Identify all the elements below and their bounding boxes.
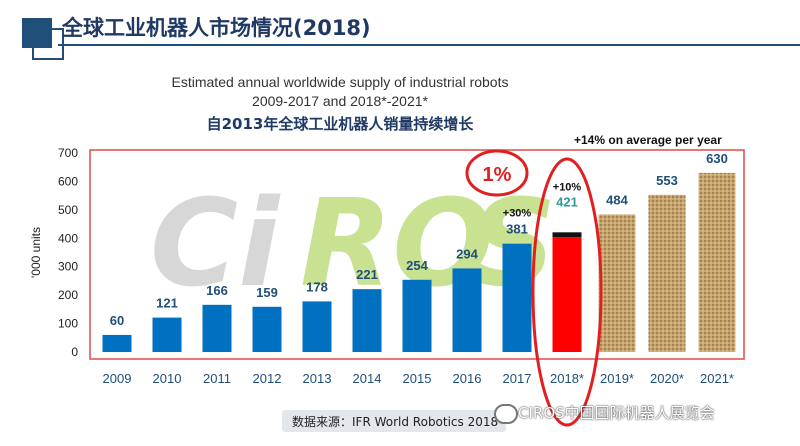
x-tick-label: 2016 bbox=[453, 371, 482, 386]
x-tick-label: 2017 bbox=[503, 371, 532, 386]
data-label: 121 bbox=[156, 296, 178, 311]
x-tick-label: 2015 bbox=[403, 371, 432, 386]
data-label: 178 bbox=[306, 279, 328, 294]
bar-2016 bbox=[452, 268, 482, 352]
data-label: 381 bbox=[506, 222, 528, 237]
y-tick-label: 400 bbox=[58, 231, 78, 245]
bar-2021* bbox=[698, 172, 736, 352]
x-tick-label: 2019* bbox=[600, 371, 634, 386]
growth-2017-label: +30% bbox=[503, 208, 532, 220]
bar-2013 bbox=[302, 301, 332, 352]
x-tick-label: 2014 bbox=[353, 371, 382, 386]
x-tick-label: 2013 bbox=[303, 371, 332, 386]
y-tick-label: 600 bbox=[58, 174, 78, 188]
bar-2012 bbox=[252, 306, 282, 352]
highlight-ellipse bbox=[531, 157, 603, 427]
y-tick-label: 200 bbox=[58, 288, 78, 302]
data-label: 421 bbox=[556, 194, 578, 209]
y-tick-label: 300 bbox=[58, 260, 78, 274]
bar-2020* bbox=[648, 194, 686, 352]
bar-2015 bbox=[402, 279, 432, 352]
data-label: 159 bbox=[256, 285, 278, 300]
bar-2014 bbox=[352, 289, 382, 352]
growth-2018-label: +10% bbox=[553, 181, 582, 193]
data-label: 553 bbox=[656, 173, 678, 188]
source-text: 数据来源：IFR World Robotics 2018 bbox=[292, 415, 499, 429]
data-label: 254 bbox=[406, 258, 428, 273]
bar-2019* bbox=[598, 214, 636, 352]
callout-circle bbox=[465, 149, 529, 197]
watermark-text: CIROS中国国际机器人展览会 bbox=[518, 404, 715, 422]
x-tick-label: 2009 bbox=[103, 371, 132, 386]
data-label: 60 bbox=[110, 313, 124, 328]
decorative-square bbox=[22, 18, 52, 48]
x-tick-label: 2012 bbox=[253, 371, 282, 386]
chart-subtitle: 2009-2017 and 2018*-2021* bbox=[252, 93, 428, 109]
chart-frame bbox=[89, 149, 745, 360]
title-underline bbox=[58, 14, 800, 46]
x-tick-label: 2018* bbox=[550, 371, 584, 386]
x-tick-label: 2021* bbox=[700, 371, 734, 386]
chart-subtitle-cn: 自2013年全球工业机器人销量持续增长 bbox=[206, 115, 474, 133]
average-growth-note: +14% on average per year bbox=[574, 133, 722, 147]
bar-2018* bbox=[552, 237, 582, 352]
y-tick-label: 700 bbox=[58, 146, 78, 160]
data-label: 221 bbox=[356, 267, 378, 282]
bar-2017 bbox=[502, 243, 532, 352]
chart-title: Estimated annual worldwide supply of ind… bbox=[171, 74, 509, 90]
percent-callout: 1% bbox=[483, 164, 512, 186]
data-label: 166 bbox=[206, 283, 228, 298]
y-tick-label: 0 bbox=[71, 345, 78, 359]
data-label: 484 bbox=[606, 192, 628, 207]
y-axis-label: '000 units bbox=[29, 227, 43, 278]
bar-2010 bbox=[152, 317, 182, 352]
wechat-icon bbox=[494, 404, 518, 424]
bar-2009 bbox=[102, 334, 132, 352]
data-label: 630 bbox=[706, 151, 728, 166]
y-tick-label: 100 bbox=[58, 317, 78, 331]
data-label: 294 bbox=[456, 246, 478, 261]
bar-top-segment-2018* bbox=[552, 232, 582, 238]
source-box bbox=[282, 410, 506, 432]
page-title: 全球工业机器人市场情况(2018) bbox=[62, 16, 371, 40]
x-tick-label: 2011 bbox=[203, 371, 231, 386]
y-tick-label: 500 bbox=[58, 203, 78, 217]
svg-text:Ci: Ci bbox=[150, 175, 281, 314]
bar-2011 bbox=[202, 304, 232, 352]
x-tick-label: 2020* bbox=[650, 371, 684, 386]
x-tick-label: 2010 bbox=[153, 371, 182, 386]
